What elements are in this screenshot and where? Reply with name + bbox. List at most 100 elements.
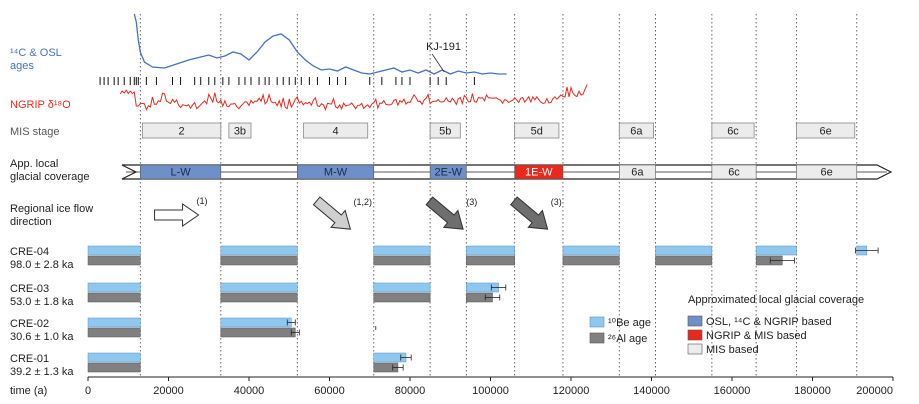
mis-label-6c: 6c xyxy=(727,126,739,138)
legend-coverage-swatch xyxy=(687,315,703,327)
mis-stage-boxes: 2 3b 4 5b 5d 6a 6c 6e xyxy=(141,122,856,139)
x-tick-label: 120000 xyxy=(553,385,590,397)
c14-osl-curve: KJ-191 xyxy=(99,13,507,85)
sample-age: 30.6 ± 1.0 ka xyxy=(10,331,74,343)
legend-coverage-label: MIS based xyxy=(706,344,759,356)
mis-label-3b: 3b xyxy=(234,126,246,138)
coverage-6c xyxy=(711,164,757,180)
coverage-1E-W xyxy=(514,164,564,180)
legend-coverage-label: NGRIP & MIS based xyxy=(706,330,807,342)
label-flow: Regional ice flow direction xyxy=(10,203,93,228)
flow-arrow: (1,2) xyxy=(312,196,373,230)
mis-box-3b xyxy=(228,122,252,139)
legend: ¹⁰Be age ²⁶Al age Approximated local glaci… xyxy=(589,294,864,356)
mis-box-2 xyxy=(141,122,222,139)
row-labels: ¹⁴C & OSL ages NGRIP δ¹⁸O MIS stage App. … xyxy=(10,47,93,228)
legend-coverage-swatch xyxy=(687,329,703,341)
mis-box-6a xyxy=(618,122,654,139)
legend-coverage-label: OSL, ¹⁴C & NGRIP based xyxy=(706,316,832,328)
label-c14-osl: ¹⁴C & OSL ages xyxy=(10,47,62,72)
flow-arrow-shape xyxy=(509,196,549,230)
x-tick-label: 0 xyxy=(85,385,91,397)
x-tick-label: 200000 xyxy=(856,385,893,397)
label-line: glacial coverage xyxy=(10,171,90,183)
al-bar xyxy=(220,327,296,338)
flow-arrow-ref: (1,2) xyxy=(354,197,373,207)
al-bar xyxy=(373,292,431,303)
flow-arrow-ref: (1) xyxy=(197,196,208,206)
sample-name: CRE-03 xyxy=(10,283,49,295)
sample-age: 53.0 ± 1.8 ka xyxy=(10,296,74,308)
al-bar xyxy=(466,255,515,266)
legend-coverage-swatch xyxy=(687,343,703,355)
label-line: direction xyxy=(10,216,52,228)
coverage-6a xyxy=(618,164,656,180)
be-bar xyxy=(466,245,515,256)
al-bar xyxy=(87,362,141,373)
legend-be-label: ¹⁰Be age xyxy=(608,317,651,329)
flow-arrow-ref: (3) xyxy=(551,197,562,207)
be-bar xyxy=(562,245,620,256)
coverage-label-6e: 6e xyxy=(820,167,832,179)
mis-box-5b xyxy=(429,122,461,139)
coverage-label-6c: 6c xyxy=(728,167,740,179)
ice-flow-arrows: (1) (1,2) (3) (3) xyxy=(154,196,562,230)
label-line: App. local xyxy=(10,158,58,170)
sample-name: CRE-02 xyxy=(10,318,49,330)
al-bar xyxy=(373,255,431,266)
flow-arrow-shape xyxy=(312,196,352,230)
label-line: Regional ice flow xyxy=(10,203,93,215)
mis-label-2: 2 xyxy=(179,126,185,138)
kj-leader-line xyxy=(431,53,445,73)
flow-arrow-shape xyxy=(425,196,464,230)
legend-al-swatch xyxy=(589,332,605,344)
flow-arrow: (1) xyxy=(154,196,208,227)
ngrip-curve xyxy=(119,84,588,112)
be-bar xyxy=(755,245,797,256)
x-tick-label: 100000 xyxy=(472,385,509,397)
mis-box-6e xyxy=(796,122,856,139)
al-bar xyxy=(220,255,298,266)
be-bar xyxy=(220,282,298,293)
be-bar xyxy=(87,352,141,363)
be-bar xyxy=(87,282,141,293)
label-line: NGRIP δ¹⁸O xyxy=(10,99,71,111)
mis-box-4 xyxy=(302,122,369,139)
coverage-L-W xyxy=(140,164,222,180)
x-tick-label: 80000 xyxy=(395,385,426,397)
sample-name: CRE-01 xyxy=(10,353,49,365)
legend-al-label: ²⁶Al age xyxy=(608,333,647,345)
coverage-label-M-W: M-W xyxy=(324,167,348,179)
al-bar xyxy=(87,327,141,338)
flow-arrow-shape xyxy=(154,203,200,227)
coverage-label-1E-W: 1E-W xyxy=(525,167,553,179)
be-bar xyxy=(655,245,713,256)
mis-label-5b: 5b xyxy=(439,126,451,138)
glacial-coverage-band: L-W M-W 2E-W 1E-W 6a 6c 6e xyxy=(121,164,893,180)
be-bar xyxy=(373,245,431,256)
x-tick-label: 40000 xyxy=(234,385,265,397)
coverage-M-W xyxy=(296,164,375,180)
mis-label-5d: 5d xyxy=(531,126,543,138)
sample-age: 39.2 ± 1.3 ka xyxy=(10,366,74,378)
label-ngrip: NGRIP δ¹⁸O xyxy=(10,99,71,111)
coverage-6e xyxy=(796,164,858,180)
al-bar xyxy=(87,292,141,303)
mis-label-6a: 6a xyxy=(630,126,643,138)
x-tick-label: 140000 xyxy=(633,385,670,397)
legend-coverage-title: Approximated local glacial coverage xyxy=(688,294,864,306)
x-tick-label: 160000 xyxy=(714,385,751,397)
coverage-2E-W xyxy=(429,164,467,180)
x-axis: 0 20000 40000 60000 80000 100000 120000 140000 1… xyxy=(10,376,894,397)
kj-191-label: KJ-191 xyxy=(426,41,461,53)
x-tick-label: 60000 xyxy=(314,385,345,397)
coverage-label-L-W: L-W xyxy=(170,167,191,179)
label-coverage: App. local glacial coverage xyxy=(10,158,90,183)
x-tick-label: 180000 xyxy=(794,385,831,397)
